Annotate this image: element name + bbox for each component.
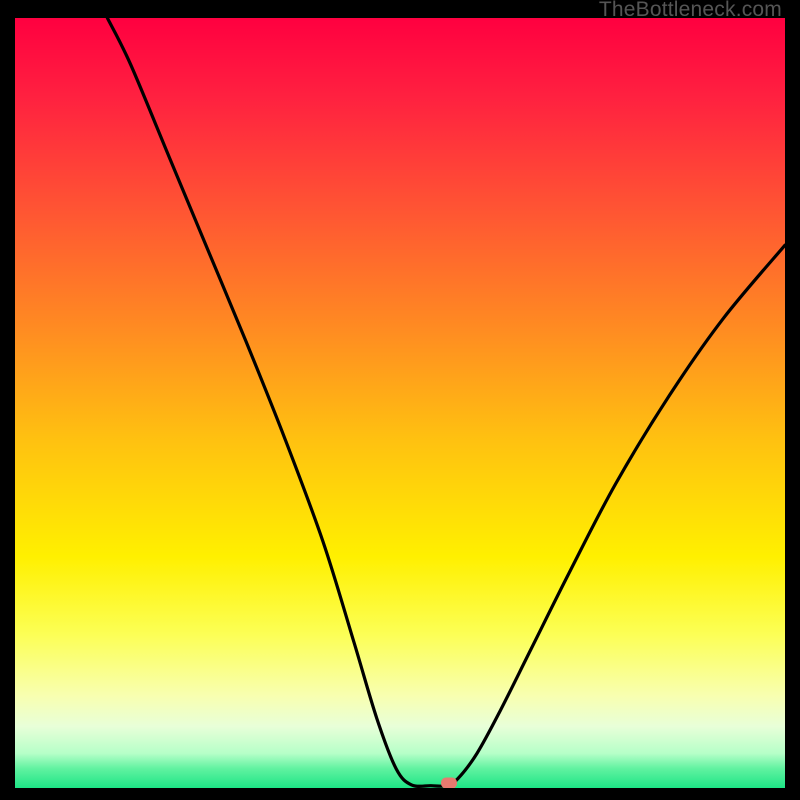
- bottleneck-marker: [441, 778, 457, 788]
- plot-area: [15, 18, 785, 788]
- gradient-background: [15, 18, 785, 788]
- chart-frame: TheBottleneck.com: [0, 0, 800, 800]
- watermark-text: TheBottleneck.com: [599, 0, 782, 22]
- plot-svg: [15, 18, 785, 788]
